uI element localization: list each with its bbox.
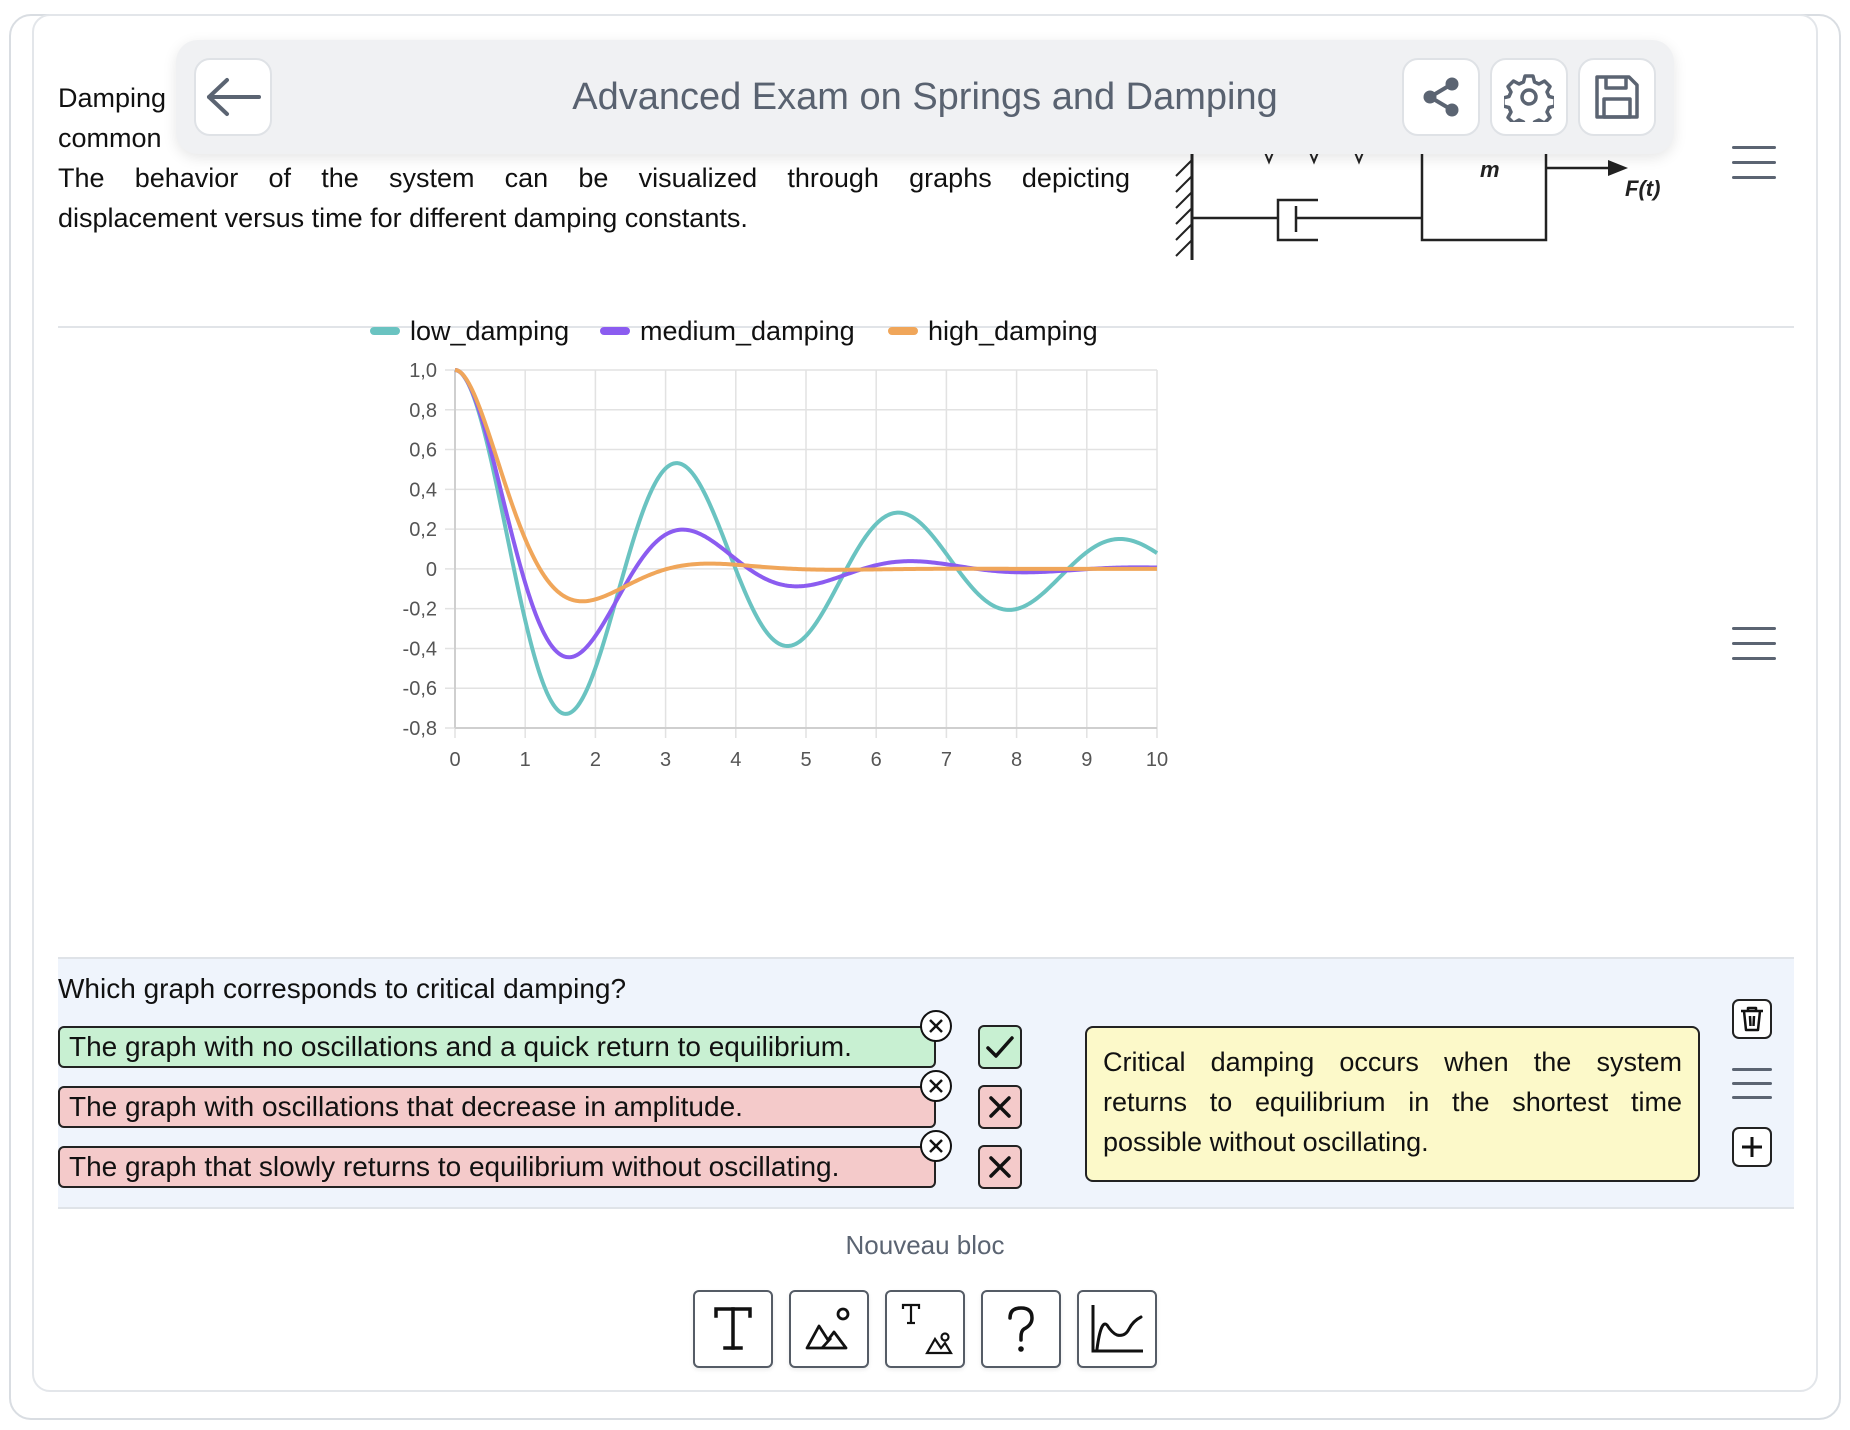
drag-handle-icon[interactable] (1732, 146, 1776, 180)
check-icon (986, 1036, 1014, 1058)
damping-chart: low_damping medium_damping high_damping 1,… (370, 316, 1168, 771)
chart-grid (445, 369, 1158, 738)
text-image-tool-icon (901, 1303, 953, 1355)
share-button[interactable] (1402, 58, 1480, 136)
answer-text: The graph with no oscillations and a qui… (69, 1031, 852, 1062)
save-button[interactable] (1578, 58, 1656, 136)
question-text[interactable]: Which graph corresponds to critical damp… (58, 973, 627, 1004)
legend-item-low_damping: low_damping (370, 316, 569, 346)
back-button[interactable] (194, 58, 272, 136)
series-line-high_damping (454, 368, 1158, 604)
y-tick-label: 0,8 (409, 400, 437, 422)
intro-line-2: common (58, 123, 162, 153)
block-divider (58, 326, 1794, 328)
x-tick-label: 9 (1081, 749, 1092, 771)
y-tick-label: -0,4 (403, 638, 437, 660)
y-tick-label: -0,2 (403, 599, 437, 621)
answer-explanation[interactable]: Critical damping occurs when the system … (1085, 1026, 1700, 1182)
x-tick-label: 7 (941, 749, 952, 771)
legend-label: high_damping (928, 316, 1098, 346)
answer-option-3[interactable]: The graph that slowly returns to equilib… (58, 1130, 952, 1188)
answer-option-1[interactable]: The graph with no oscillations and a qui… (58, 1010, 952, 1068)
plus-icon (1742, 1137, 1762, 1157)
legend-swatch (370, 327, 400, 335)
x-tick-label: 5 (800, 749, 811, 771)
y-tick-label: 1,0 (409, 360, 437, 382)
series-line-medium_damping (454, 368, 1158, 660)
trash-icon (1741, 1006, 1763, 1032)
mark-correct-toggle[interactable] (978, 1025, 1022, 1069)
y-tick-label: -0,8 (403, 718, 437, 740)
y-tick-label: -0,6 (403, 678, 437, 700)
share-icon (1423, 77, 1459, 117)
remove-answer-button[interactable] (920, 1010, 952, 1042)
intro-paragraph-line-2: displacement versus time for different d… (58, 203, 748, 233)
intro-line-1: Damping (58, 83, 167, 113)
add-chart-block-button[interactable] (1077, 1290, 1157, 1368)
drag-handle-icon[interactable] (1732, 627, 1776, 661)
answer-option-2[interactable]: The graph with oscillations that decreas… (58, 1070, 952, 1128)
add-image-block-button[interactable] (789, 1290, 869, 1368)
x-tick-label: 6 (871, 749, 882, 771)
y-tick-label: 0,4 (409, 479, 437, 501)
x-tick-label: 3 (660, 749, 671, 771)
chart-series (454, 368, 1159, 716)
gear-icon (1504, 74, 1554, 122)
intro-hidden-lines: Damping common (58, 78, 1130, 158)
mass-spring-damper-diagram: m F(t) (1175, 150, 1660, 260)
x-tick-label: 0 (449, 749, 460, 771)
answer-text: The graph with oscillations that decreas… (69, 1091, 743, 1122)
x-tick-label: 1 (520, 749, 531, 771)
y-tick-label: 0,2 (409, 519, 437, 541)
intro-paragraph: The behavior of the system can be visual… (58, 158, 1130, 238)
y-tick-label: 0,6 (409, 440, 437, 462)
exam-title: Advanced Exam on Springs and Damping (572, 76, 1278, 118)
intro-paragraph-line-1: The behavior of the system can be visual… (58, 163, 1130, 193)
add-text-block-button[interactable] (693, 1290, 773, 1368)
add-answer-button[interactable] (1732, 1127, 1772, 1167)
force-label: F(t) (1625, 176, 1660, 201)
question-tool-icon (1008, 1306, 1034, 1352)
legend-swatch (600, 327, 630, 335)
settings-button[interactable] (1490, 58, 1568, 136)
new-block-label: Nouveau bloc (845, 1230, 1005, 1260)
arrow-left-icon (207, 78, 261, 116)
close-icon (929, 1139, 943, 1153)
x-tick-label: 4 (730, 749, 741, 771)
text-tool-icon (714, 1307, 752, 1350)
x-tick-label: 10 (1146, 749, 1168, 771)
save-icon (1595, 75, 1639, 119)
legend-item-high_damping: high_damping (888, 316, 1098, 346)
legend-label: low_damping (410, 316, 569, 346)
intro-text-block[interactable]: Damping common The behavior of the syste… (58, 78, 1130, 238)
y-tick-label: 0 (426, 559, 437, 581)
header-bar: Advanced Exam on Springs and Damping (176, 40, 1674, 154)
close-icon (929, 1019, 943, 1033)
question-block: Which graph corresponds to critical damp… (58, 957, 1794, 1209)
x-tick-label: 8 (1011, 749, 1022, 771)
legend-item-medium_damping: medium_damping (600, 316, 855, 346)
delete-block-button[interactable] (1732, 999, 1772, 1039)
legend-swatch (888, 327, 918, 335)
remove-answer-button[interactable] (920, 1130, 952, 1162)
legend-label: medium_damping (640, 316, 855, 346)
chart-tool-icon (1091, 1305, 1143, 1353)
drag-handle-icon[interactable] (1732, 1068, 1772, 1102)
chart-legend: low_damping medium_damping high_damping (370, 316, 1098, 346)
remove-answer-button[interactable] (920, 1070, 952, 1102)
series-line-low_damping (454, 368, 1159, 716)
close-icon (929, 1079, 943, 1093)
x-icon (989, 1096, 1011, 1118)
mark-wrong-toggle[interactable] (978, 1145, 1022, 1189)
answer-text: The graph that slowly returns to equilib… (69, 1151, 840, 1182)
x-icon (989, 1156, 1011, 1178)
image-tool-icon (805, 1307, 850, 1350)
mark-wrong-toggle[interactable] (978, 1085, 1022, 1129)
y-axis-ticks: 1,0 0,8 0,6 0,4 0,2 0 -0,2 -0,4 -0,6 -0,8 (403, 360, 437, 740)
x-axis-ticks: 0 1 2 3 4 5 6 7 8 9 10 (449, 749, 1168, 771)
add-text-image-block-button[interactable] (885, 1290, 965, 1368)
x-tick-label: 2 (590, 749, 601, 771)
add-question-block-button[interactable] (981, 1290, 1061, 1368)
mass-label: m (1480, 157, 1500, 182)
